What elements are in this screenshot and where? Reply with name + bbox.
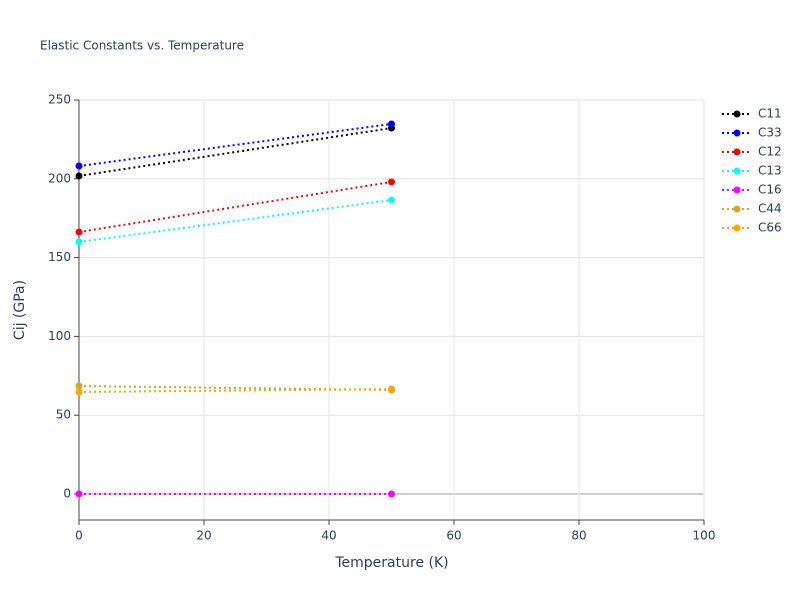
x-tick-label: 40 <box>321 529 336 543</box>
y-tick-label: 250 <box>48 93 71 107</box>
legend-marker <box>733 205 741 213</box>
legend-marker <box>733 186 741 194</box>
legend-marker <box>733 110 741 118</box>
series-line <box>78 199 392 243</box>
point <box>75 382 83 390</box>
y-tick-label: 150 <box>48 250 71 264</box>
series-line <box>78 122 392 168</box>
legend-label: C33 <box>758 126 782 140</box>
point <box>388 178 395 186</box>
x-axis-label: Temperature (K) <box>334 555 448 571</box>
legend-label: C16 <box>758 183 782 197</box>
point <box>388 120 395 128</box>
point <box>388 490 395 498</box>
x-tick-label: 100 <box>693 529 716 543</box>
point <box>388 196 395 204</box>
point <box>75 228 83 236</box>
x-tick-label: 20 <box>196 529 211 543</box>
y-tick-label: 0 <box>63 486 71 500</box>
point <box>75 172 83 180</box>
series-line <box>78 180 392 234</box>
chart-title: Elastic Constants vs. Temperature <box>40 39 244 53</box>
x-tick-label: 60 <box>446 529 461 543</box>
legend-label: C66 <box>758 221 782 235</box>
point <box>75 388 83 396</box>
y-tick-label: 100 <box>48 329 71 343</box>
point <box>75 490 83 498</box>
legend-marker <box>733 167 741 175</box>
legend-marker <box>733 129 741 137</box>
point <box>75 238 83 246</box>
legend-label: C12 <box>758 145 782 159</box>
legend-label: C13 <box>758 164 782 178</box>
y-tick-label: 200 <box>48 171 71 185</box>
x-tick-label: 80 <box>571 529 586 543</box>
legend-marker <box>733 224 741 232</box>
legend-marker <box>733 148 741 156</box>
legend-label: C11 <box>758 107 782 121</box>
y-tick-label: 50 <box>56 408 71 422</box>
point <box>388 385 395 393</box>
legend-label: C44 <box>758 202 782 216</box>
series-line <box>78 388 392 394</box>
x-tick-label: 0 <box>75 529 83 543</box>
point <box>75 162 83 170</box>
y-axis-label: Cij (GPa) <box>12 280 28 340</box>
series-line <box>78 127 392 177</box>
